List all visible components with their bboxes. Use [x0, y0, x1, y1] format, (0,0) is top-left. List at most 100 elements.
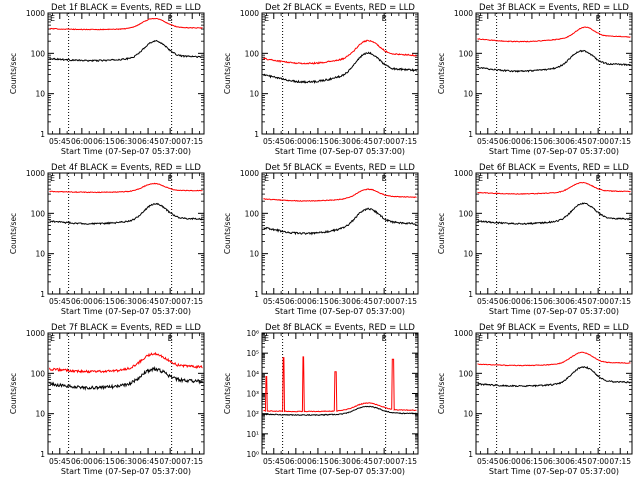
x-tick-label: 06:15	[307, 137, 329, 146]
y-tick-label: 10⁴	[246, 369, 259, 378]
y-tick-label: 100	[459, 209, 474, 218]
y-tick-label: 1000	[454, 169, 473, 178]
panel-title: Det 5f BLACK = Events, RED = LLD	[265, 163, 415, 173]
x-tick-label: 07:15	[181, 137, 203, 146]
y-tick-label: 1	[468, 130, 473, 139]
x-tick-label: 07:00	[373, 457, 395, 466]
x-tick-label: 06:30	[329, 297, 351, 306]
marker-label: E	[168, 174, 173, 183]
x-tick-label: 06:30	[329, 137, 351, 146]
marker-label: E	[478, 14, 483, 23]
marker-label: E	[168, 14, 173, 23]
panel-det-6f: Det 6f BLACK = Events, RED = LLD 1 10 100 10…	[437, 163, 633, 316]
series-line-lld	[477, 181, 631, 195]
x-tick-label: 06:00	[71, 137, 93, 146]
x-tick-label: 06:45	[137, 297, 159, 306]
y-axis-label: Counts/sec	[223, 53, 232, 94]
x-tick-label: 06:00	[285, 137, 307, 146]
x-tick-label: 07:00	[373, 297, 395, 306]
x-tick-label: 07:15	[609, 457, 631, 466]
y-axis-label: Counts/sec	[9, 373, 18, 414]
marker-label: E	[596, 334, 601, 343]
x-tick-label: 06:15	[521, 457, 543, 466]
x-tick-label: 07:00	[159, 297, 181, 306]
y-tick-label: 1	[254, 290, 259, 299]
y-tick-label: 10³	[246, 390, 259, 399]
y-tick-label: 100	[245, 209, 260, 218]
marker-label: E	[264, 174, 269, 183]
x-tick-label: 06:30	[115, 137, 137, 146]
y-tick-label: 100	[245, 49, 260, 58]
x-tick-label: 06:00	[285, 457, 307, 466]
x-tick-label: 06:00	[71, 297, 93, 306]
x-tick-label: 07:15	[395, 297, 417, 306]
plot-frame	[261, 12, 419, 135]
x-tick-label: 07:15	[609, 297, 631, 306]
x-axis-label: Start Time (07-Sep-07 05:37:00)	[489, 147, 619, 156]
marker-label: E	[382, 14, 387, 23]
plot-frame	[475, 332, 633, 455]
series-line-events	[49, 39, 203, 63]
x-tick-label: 06:00	[285, 297, 307, 306]
panel-title: Det 4f BLACK = Events, RED = LLD	[51, 163, 201, 173]
panel-title: Det 9f BLACK = Events, RED = LLD	[479, 323, 629, 333]
series-line-events	[263, 51, 417, 84]
series-line-lld	[477, 26, 631, 43]
x-tick-label: 06:30	[115, 457, 137, 466]
x-tick-label: 05:45	[263, 297, 285, 306]
series-line-lld	[49, 17, 203, 31]
x-axis-label: Start Time (07-Sep-07 05:37:00)	[275, 307, 405, 316]
marker-label: E	[264, 14, 269, 23]
series-line-events	[49, 365, 203, 391]
panel-title: Det 3f BLACK = Events, RED = LLD	[479, 3, 629, 13]
y-axis-label: Counts/sec	[9, 213, 18, 254]
x-tick-label: 06:15	[307, 297, 329, 306]
x-tick-label: 06:30	[543, 297, 565, 306]
x-tick-label: 06:15	[521, 297, 543, 306]
x-tick-label: 06:45	[351, 457, 373, 466]
plot-frame	[475, 12, 633, 135]
x-tick-label: 05:45	[477, 297, 499, 306]
series-line-events	[477, 365, 631, 388]
y-tick-label: 1000	[240, 9, 259, 18]
y-tick-label: 10	[249, 90, 259, 99]
x-tick-label: 05:45	[263, 457, 285, 466]
x-axis-label: Start Time (07-Sep-07 05:37:00)	[275, 147, 405, 156]
x-axis-label: Start Time (07-Sep-07 05:37:00)	[489, 307, 619, 316]
panel-det-1f: Det 1f BLACK = Events, RED = LLD 1 10 100 10…	[9, 3, 205, 156]
y-tick-label: 10	[463, 90, 473, 99]
marker-label: E	[596, 14, 601, 23]
y-tick-label: 100	[459, 49, 474, 58]
panel-det-8f: Det 8f BLACK = Events, RED = LLD 10⁰ 10¹ 10…	[223, 323, 419, 476]
x-tick-label: 07:15	[395, 137, 417, 146]
y-tick-label: 10	[35, 90, 45, 99]
series-line-events	[49, 202, 203, 226]
marker-label: E	[50, 14, 55, 23]
plot-frame	[261, 172, 419, 295]
x-tick-label: 05:45	[477, 457, 499, 466]
plot-frame	[261, 332, 419, 455]
y-tick-label: 10⁰	[246, 450, 259, 459]
y-tick-label: 1000	[454, 329, 473, 338]
marker-label: E	[50, 334, 55, 343]
y-tick-label: 10⁶	[246, 329, 259, 338]
plot-frame	[47, 12, 205, 135]
y-tick-label: 100	[31, 369, 46, 378]
series-line-lld	[263, 356, 417, 413]
y-tick-label: 100	[459, 369, 474, 378]
y-tick-label: 1	[40, 450, 45, 459]
marker-label: E	[478, 334, 483, 343]
x-tick-label: 06:30	[329, 457, 351, 466]
y-axis-label: Counts/sec	[223, 373, 232, 414]
x-tick-label: 06:45	[565, 137, 587, 146]
x-tick-label: 07:15	[181, 457, 203, 466]
x-tick-label: 06:00	[499, 137, 521, 146]
y-axis-label: Counts/sec	[437, 53, 446, 94]
x-tick-label: 06:00	[499, 297, 521, 306]
x-tick-label: 07:15	[181, 297, 203, 306]
x-tick-label: 07:00	[159, 137, 181, 146]
x-tick-label: 07:00	[587, 137, 609, 146]
x-tick-label: 05:45	[477, 137, 499, 146]
x-tick-label: 07:00	[373, 137, 395, 146]
